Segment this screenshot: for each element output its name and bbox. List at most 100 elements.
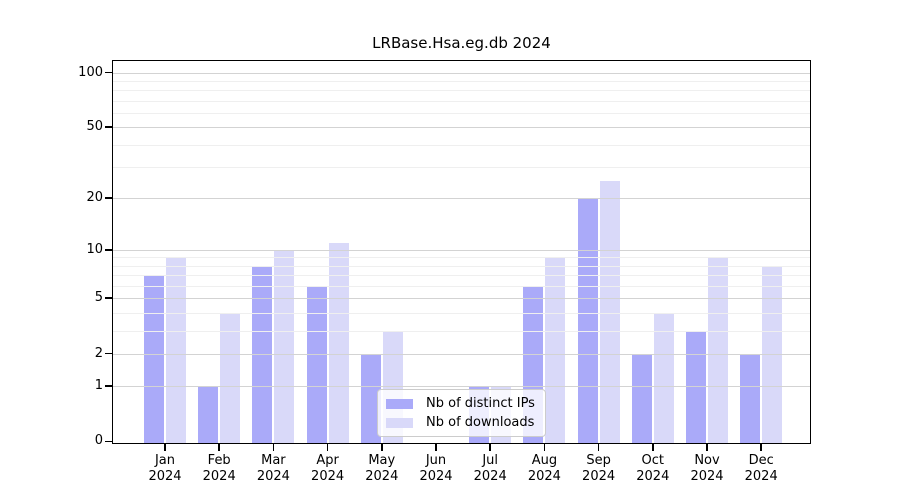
x-tick-mark bbox=[435, 444, 437, 451]
gridline-minor bbox=[112, 312, 811, 314]
y-tick-label: 2 bbox=[94, 345, 103, 361]
gridline-minor bbox=[112, 167, 811, 169]
y-tick-label: 10 bbox=[86, 241, 103, 257]
plot-area bbox=[112, 60, 811, 444]
x-tick-label: May 2024 bbox=[347, 453, 417, 485]
y-tick-mark bbox=[105, 352, 112, 355]
x-tick-label-month: Dec bbox=[748, 453, 774, 468]
bar-distinct-ips bbox=[306, 285, 327, 444]
bar-downloads bbox=[599, 181, 620, 444]
x-tick-mark bbox=[543, 444, 546, 451]
bar-distinct-ips bbox=[198, 386, 219, 444]
bar-distinct-ips bbox=[577, 198, 598, 444]
x-tick-label-year: 2024 bbox=[582, 469, 616, 484]
legend-item-distinct-ips: Nb of distinct IPs bbox=[386, 396, 537, 411]
x-tick-label-year: 2024 bbox=[473, 469, 507, 484]
x-tick-mark bbox=[760, 444, 762, 451]
gridline-minor bbox=[112, 112, 811, 114]
bar-downloads bbox=[708, 257, 728, 444]
gridline-major bbox=[112, 127, 811, 129]
legend-swatch-downloads bbox=[386, 417, 413, 428]
gridline-minor bbox=[112, 285, 811, 287]
y-tick-label: 100 bbox=[78, 64, 103, 80]
x-tick-mark bbox=[652, 444, 654, 451]
gridline-major bbox=[112, 298, 811, 300]
legend: Nb of distinct IPs Nb of downloads bbox=[377, 389, 546, 437]
gridline-major bbox=[112, 198, 811, 200]
x-tick-label-month: Apr bbox=[316, 453, 339, 468]
x-tick-label-year: 2024 bbox=[202, 469, 236, 484]
bar-downloads bbox=[220, 312, 241, 444]
x-tick-label: Jan 2024 bbox=[130, 453, 200, 485]
x-tick-mark bbox=[381, 444, 383, 451]
legend-label-downloads: Nb of downloads bbox=[426, 415, 535, 430]
y-tick-label: 5 bbox=[94, 290, 103, 306]
x-tick-mark bbox=[597, 444, 600, 451]
gridline-minor bbox=[112, 257, 811, 259]
bar-distinct-ips bbox=[360, 353, 381, 444]
x-tick-label-month: Aug bbox=[531, 453, 558, 468]
x-tick-label-month: May bbox=[368, 453, 396, 468]
bar-downloads bbox=[653, 312, 674, 444]
x-tick-mark bbox=[706, 444, 708, 451]
y-tick-mark bbox=[105, 126, 112, 128]
y-tick-label: 1 bbox=[94, 378, 103, 394]
gridline-minor bbox=[112, 80, 811, 82]
x-tick-label-year: 2024 bbox=[636, 469, 670, 484]
x-tick-label: Mar 2024 bbox=[238, 453, 308, 485]
gridline-minor bbox=[112, 100, 811, 102]
x-tick-label-year: 2024 bbox=[527, 469, 561, 484]
y-tick-mark bbox=[105, 197, 112, 199]
x-tick-label: Aug 2024 bbox=[509, 453, 579, 485]
y-tick-label: 50 bbox=[86, 119, 103, 135]
x-tick-label-year: 2024 bbox=[256, 469, 290, 484]
bar-downloads bbox=[545, 257, 566, 444]
x-tick-label: Nov 2024 bbox=[672, 453, 742, 485]
gridline-minor bbox=[112, 144, 811, 146]
x-tick-label-year: 2024 bbox=[148, 469, 182, 484]
gridline-major bbox=[112, 72, 811, 74]
bar-distinct-ips bbox=[252, 265, 273, 444]
y-tick-label: 0 bbox=[94, 433, 103, 449]
chart-title: LRBase.Hsa.eg.db 2024 bbox=[372, 34, 551, 52]
x-tick-label-month: Nov bbox=[694, 453, 720, 468]
x-tick-label-month: Feb bbox=[207, 453, 231, 468]
y-tick-mark bbox=[105, 71, 112, 74]
x-tick-label: Oct 2024 bbox=[618, 453, 688, 485]
x-tick-label-month: Sep bbox=[586, 453, 611, 468]
bar-distinct-ips bbox=[686, 330, 706, 444]
bars-layer bbox=[112, 60, 811, 444]
legend-item-downloads: Nb of downloads bbox=[386, 415, 537, 430]
bar-distinct-ips bbox=[144, 275, 164, 444]
legend-label-distinct-ips: Nb of distinct IPs bbox=[426, 396, 535, 411]
y-tick-label: 20 bbox=[86, 190, 103, 206]
bar-distinct-ips bbox=[631, 353, 652, 444]
x-tick-label-year: 2024 bbox=[365, 469, 399, 484]
gridline-minor bbox=[112, 330, 811, 332]
grid-layer bbox=[112, 60, 811, 444]
x-tick-label-month: Jun bbox=[425, 453, 447, 468]
x-tick-label-month: Mar bbox=[261, 453, 286, 468]
bar-downloads bbox=[762, 265, 783, 444]
x-tick-mark bbox=[489, 444, 491, 451]
gridline-major bbox=[112, 249, 811, 251]
x-tick-label: Apr 2024 bbox=[293, 453, 363, 485]
x-tick-label-year: 2024 bbox=[311, 469, 345, 484]
bar-downloads bbox=[328, 242, 349, 444]
x-tick-mark bbox=[218, 444, 220, 451]
gridline-major bbox=[112, 353, 811, 355]
x-tick-mark bbox=[272, 444, 275, 451]
x-tick-label-month: Jan bbox=[154, 453, 176, 468]
x-tick-mark bbox=[326, 444, 329, 451]
y-tick-mark bbox=[105, 249, 112, 251]
y-tick-mark bbox=[105, 440, 112, 443]
x-tick-label-month: Jul bbox=[482, 453, 499, 468]
x-tick-label: Sep 2024 bbox=[564, 453, 634, 485]
y-tick-mark bbox=[105, 297, 112, 299]
gridline-minor bbox=[112, 275, 811, 277]
x-tick-label-year: 2024 bbox=[690, 469, 724, 484]
x-tick-label: Dec 2024 bbox=[726, 453, 796, 485]
bar-downloads bbox=[166, 257, 186, 444]
x-tick-label-year: 2024 bbox=[419, 469, 453, 484]
